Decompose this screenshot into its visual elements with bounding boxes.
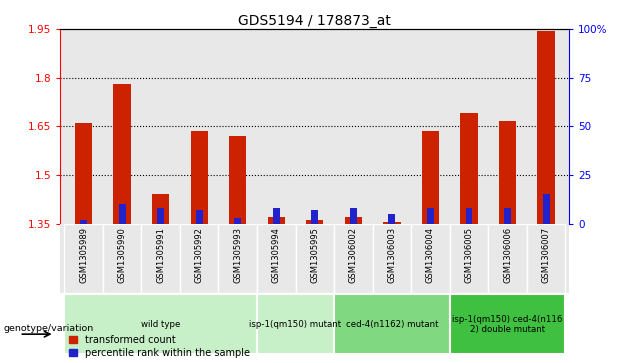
Bar	[543, 195, 550, 224]
Text: isp-1(qm150) mutant: isp-1(qm150) mutant	[249, 320, 342, 329]
Bar	[191, 131, 208, 224]
Bar	[218, 224, 257, 293]
Bar	[157, 208, 164, 224]
Bar	[334, 224, 373, 293]
Text: GSM1306007: GSM1306007	[542, 227, 551, 283]
Bar	[64, 294, 257, 355]
Text: GSM1305989: GSM1305989	[79, 227, 88, 283]
Text: wild type: wild type	[141, 320, 181, 329]
Bar	[537, 30, 555, 224]
Bar	[345, 217, 362, 224]
Text: genotype/variation: genotype/variation	[3, 324, 93, 333]
Bar	[141, 224, 180, 293]
Bar	[103, 224, 141, 293]
Title: GDS5194 / 178873_at: GDS5194 / 178873_at	[238, 14, 391, 28]
Bar	[196, 210, 203, 224]
Text: GSM1305993: GSM1305993	[233, 227, 242, 283]
Text: GSM1306005: GSM1306005	[464, 227, 473, 283]
Bar	[306, 220, 324, 224]
Bar	[527, 224, 565, 293]
Bar	[427, 208, 434, 224]
Bar	[488, 224, 527, 293]
Bar	[119, 204, 125, 224]
Text: GSM1306004: GSM1306004	[426, 227, 435, 283]
Bar	[229, 136, 246, 224]
Bar	[504, 208, 511, 224]
Bar	[268, 217, 285, 224]
Text: GSM1306006: GSM1306006	[503, 227, 512, 283]
Bar	[460, 113, 478, 224]
Bar	[384, 222, 401, 224]
Bar	[234, 218, 241, 224]
Bar	[450, 224, 488, 293]
Text: GSM1306003: GSM1306003	[387, 227, 396, 283]
Text: GSM1306002: GSM1306002	[349, 227, 358, 283]
Bar	[273, 208, 280, 224]
Bar	[422, 131, 439, 224]
Text: GSM1305995: GSM1305995	[310, 227, 319, 283]
Bar	[450, 294, 565, 355]
Bar	[80, 220, 87, 224]
Bar	[312, 210, 318, 224]
Bar	[499, 122, 516, 224]
Text: GSM1305991: GSM1305991	[156, 227, 165, 283]
Text: GSM1305992: GSM1305992	[195, 227, 204, 283]
Bar	[152, 195, 169, 224]
Bar	[373, 224, 411, 293]
Bar	[466, 208, 473, 224]
Bar	[257, 294, 334, 355]
Bar	[334, 294, 450, 355]
Bar	[64, 224, 103, 293]
Bar	[180, 224, 218, 293]
Text: ced-4(n1162) mutant: ced-4(n1162) mutant	[345, 320, 438, 329]
Text: GSM1305990: GSM1305990	[118, 227, 127, 283]
Bar	[257, 224, 296, 293]
Bar	[411, 224, 450, 293]
Bar	[350, 208, 357, 224]
Legend: transformed count, percentile rank within the sample: transformed count, percentile rank withi…	[66, 331, 254, 362]
Bar	[389, 214, 396, 224]
Bar	[296, 224, 334, 293]
Text: GSM1305994: GSM1305994	[272, 227, 280, 283]
Bar	[113, 84, 131, 224]
Bar	[75, 123, 92, 224]
Text: isp-1(qm150) ced-4(n116
2) double mutant: isp-1(qm150) ced-4(n116 2) double mutant	[452, 315, 563, 334]
